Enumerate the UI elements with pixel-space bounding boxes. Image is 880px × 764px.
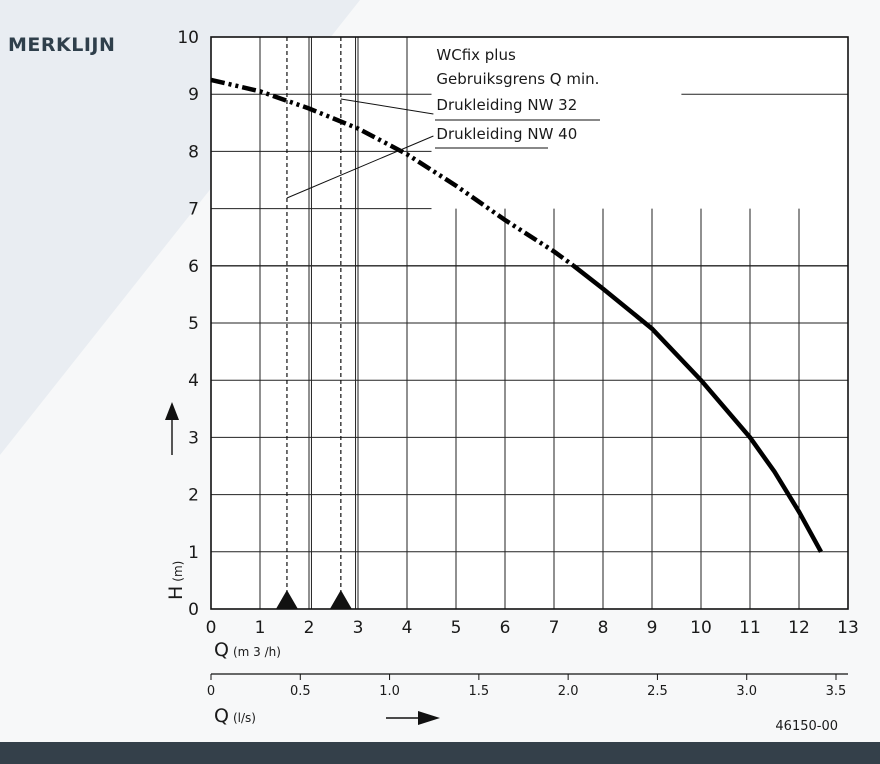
- series-line-operating: [572, 264, 823, 553]
- series-line-below-qmin: [210, 77, 575, 268]
- x-tick-label: 11: [739, 618, 761, 638]
- x-tick-label: 9: [647, 618, 658, 638]
- x-tick-label: 4: [402, 618, 413, 638]
- y-tick-label: 10: [177, 28, 199, 48]
- x2-tick-label: 2.5: [647, 684, 668, 699]
- y-tick-label: 2: [188, 486, 199, 506]
- legend-entry: Drukleiding NW 40: [436, 125, 577, 143]
- y-tick-label: 1: [188, 543, 199, 563]
- x2-tick-label: 1.5: [469, 684, 490, 699]
- y-tick-label: 8: [188, 142, 199, 162]
- legend-entry: Drukleiding NW 32: [436, 96, 577, 114]
- legend-leader-line: [286, 135, 434, 199]
- legend-entry: WCfix plus: [436, 46, 516, 64]
- y-tick-label: 0: [188, 600, 199, 620]
- y-tick-label: 6: [188, 257, 199, 277]
- minimum-flow-marker: [275, 590, 298, 609]
- legend-box: [431, 37, 848, 266]
- x-tick-label: 12: [788, 618, 810, 638]
- x-tick-label: 3: [353, 618, 364, 638]
- x-tick-label: 8: [598, 618, 609, 638]
- y-tick-label: 5: [188, 314, 199, 334]
- x-tick-label: 6: [500, 618, 511, 638]
- x2-tick-label: 3.5: [826, 684, 847, 699]
- x-axis-arrow-head: [418, 711, 440, 725]
- y-tick-label: 3: [188, 428, 199, 448]
- y-axis-label: H(m): [165, 561, 187, 600]
- minimum-flow-marker: [329, 590, 352, 609]
- y-axis-arrow-head: [165, 402, 179, 420]
- x2-tick-label: 0: [207, 684, 215, 699]
- x-tick-label: 2: [304, 618, 315, 638]
- x2-tick-label: 3.0: [736, 684, 757, 699]
- y-tick-label: 7: [188, 200, 199, 220]
- x2-tick-label: 2.0: [558, 684, 579, 699]
- plot-frame: [210, 36, 849, 610]
- legend-entry: Gebruiksgrens Q min.: [436, 70, 599, 88]
- x-tick-label: 0: [206, 618, 217, 638]
- x2-axis-label: Q (l/s): [214, 705, 256, 727]
- legend-leader-line: [340, 98, 434, 115]
- figure-code: 46150-00: [775, 719, 838, 734]
- x-axis-label: Q (m 3 /h): [214, 639, 281, 661]
- x2-tick-label: 0.5: [290, 684, 311, 699]
- y-tick-label: 4: [188, 371, 199, 391]
- x-tick-label: 7: [549, 618, 560, 638]
- footer-bar: [0, 742, 880, 764]
- x-tick-label: 1: [255, 618, 266, 638]
- y-tick-label: 9: [188, 85, 199, 105]
- x-tick-label: 5: [451, 618, 462, 638]
- x2-tick-label: 1.0: [379, 684, 400, 699]
- x-tick-label: 10: [690, 618, 712, 638]
- x-tick-label: 13: [837, 618, 859, 638]
- brand-title: MERKLIJN: [8, 34, 116, 56]
